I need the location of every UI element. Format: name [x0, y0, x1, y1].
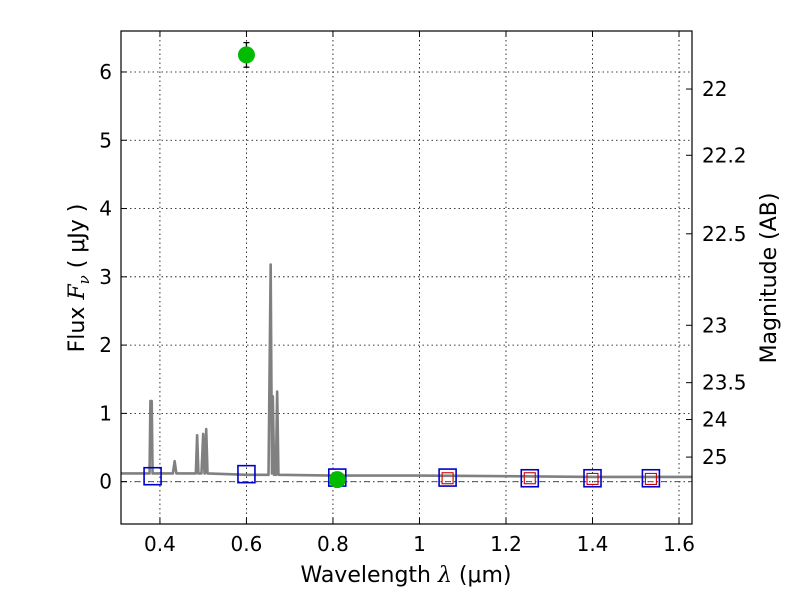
model-photometry-point	[237, 464, 256, 484]
y-axis-ticks: 0 1 2 3 4 5 6	[99, 60, 127, 494]
observed-photometry-markers	[237, 41, 346, 489]
observed-point	[328, 471, 346, 489]
y-tick-label: 5	[99, 128, 112, 152]
model-photometry-point	[520, 468, 540, 488]
model-photometry-point	[641, 468, 661, 488]
x-tick-label: 1.2	[490, 532, 522, 556]
observed-point	[237, 46, 255, 64]
x-axis-ticks: 0.4 0.6 0.8 1 1.2 1.4 1.6	[144, 31, 695, 556]
y-tick-label: 0	[99, 470, 112, 494]
spectrum-line	[121, 263, 692, 479]
model-photometry-point	[438, 468, 457, 487]
x-tick-label: 0.4	[144, 532, 176, 556]
y-tick-label: 1	[99, 401, 112, 425]
right-tick-label: 22.5	[702, 222, 747, 246]
upper-limit-point	[644, 472, 657, 485]
model-photometry-point	[143, 466, 162, 486]
right-tick-label: 22.2	[702, 143, 747, 167]
upper-limit-point	[441, 472, 454, 485]
right-tick-label: 25	[702, 445, 727, 469]
plot-frame	[120, 30, 693, 525]
right-axis-label: Magnitude (AB)	[757, 193, 782, 364]
grid-lines	[121, 31, 692, 524]
upper-limit-point	[523, 472, 536, 485]
upper-limit-markers	[441, 472, 657, 485]
x-tick-label: 1.6	[663, 532, 695, 556]
model-photometry-point	[583, 468, 602, 488]
right-tick-label: 23.5	[702, 371, 747, 395]
right-axis-ticks: 22 22.2 22.5 23 23.5 24 25	[686, 77, 747, 469]
spectrum-series	[121, 263, 692, 479]
upper-limit-point	[586, 472, 599, 485]
x-tick-label: 0.8	[317, 532, 349, 556]
right-tick-label: 23	[702, 313, 727, 337]
x-tick-label: 1	[413, 532, 426, 556]
right-tick-label: 22	[702, 77, 727, 101]
x-tick-label: 0.6	[231, 532, 263, 556]
y-tick-label: 2	[99, 333, 112, 357]
model-photometry-markers	[143, 464, 661, 488]
x-tick-label: 1.4	[577, 532, 609, 556]
right-tick-label: 24	[702, 408, 727, 432]
x-axis-label: Wavelength λ (μm)	[300, 563, 511, 588]
y-tick-label: 3	[99, 265, 112, 289]
y-tick-label: 4	[99, 197, 112, 221]
y-axis-label: Flux Fν ( μJy )	[65, 204, 93, 353]
y-tick-label: 6	[99, 60, 112, 84]
